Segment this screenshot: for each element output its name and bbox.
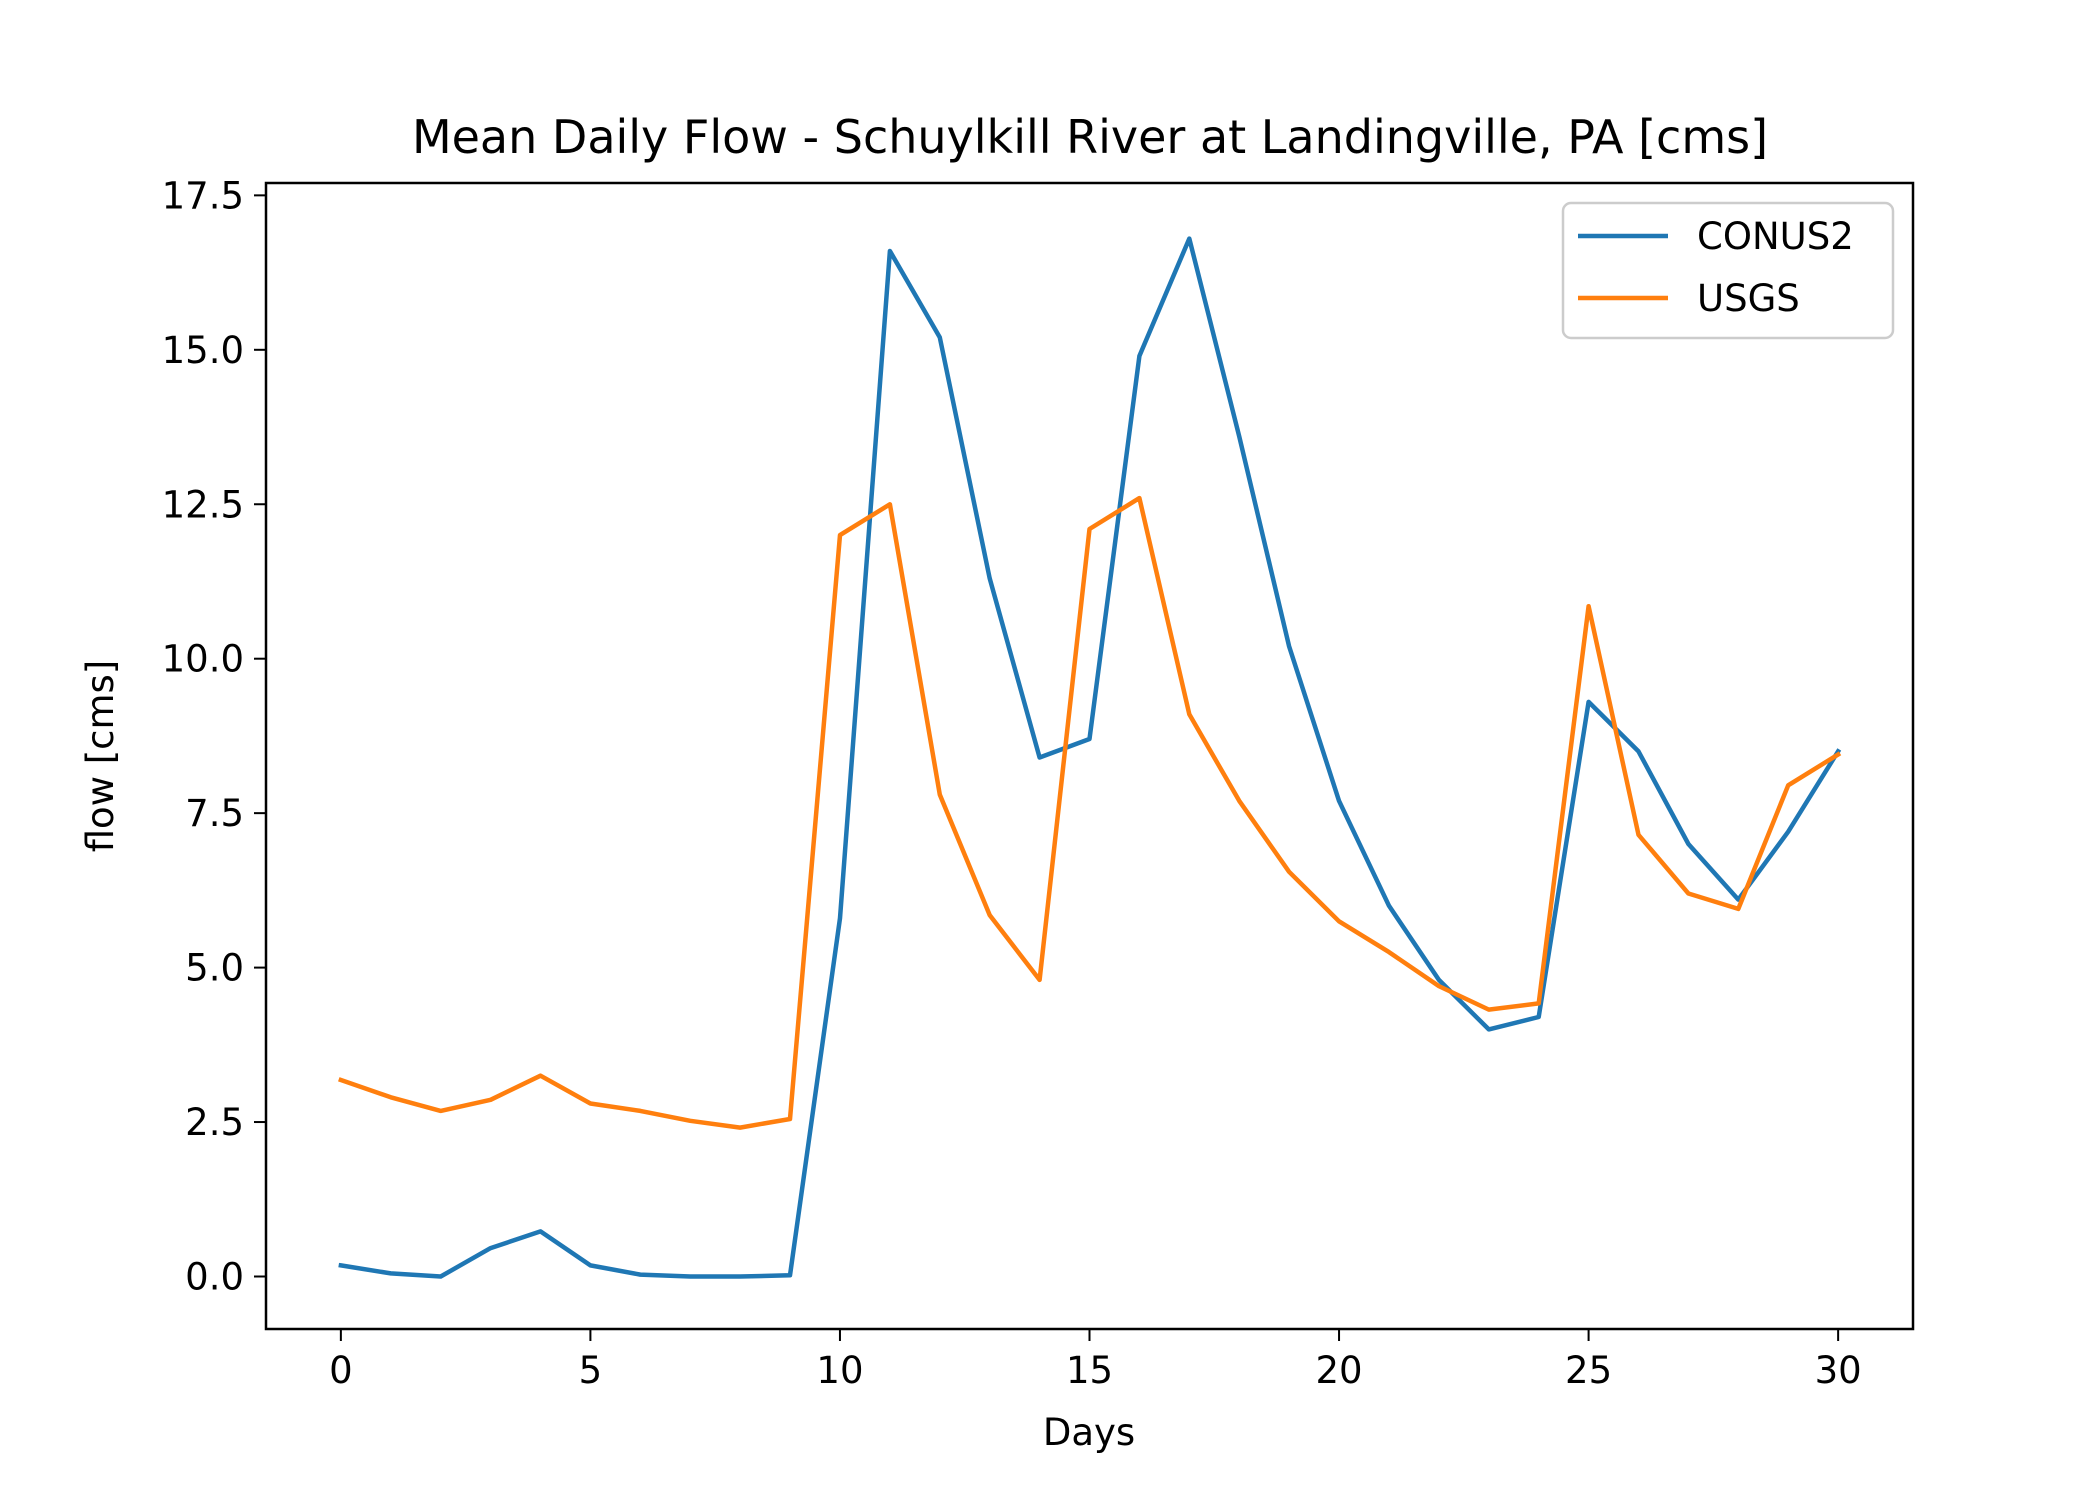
x-tick-label: 20 xyxy=(1315,1349,1362,1392)
y-tick-label: 10.0 xyxy=(162,638,244,681)
series-line-usgs xyxy=(338,495,1842,1130)
legend-label-usgs: USGS xyxy=(1697,277,1800,320)
chart-title: Mean Daily Flow - Schuylkill River at La… xyxy=(412,110,1768,164)
y-axis: 0.0 2.5 5.0 7.5 10.0 12.5 15.0 17.5 xyxy=(162,174,266,1298)
y-tick-label: 2.5 xyxy=(185,1101,244,1144)
y-tick-label: 12.5 xyxy=(162,483,244,526)
legend-label-conus2: CONUS2 xyxy=(1697,215,1854,258)
y-tick-label: 15.0 xyxy=(162,329,244,372)
x-tick-label: 5 xyxy=(579,1349,603,1392)
plot-frame xyxy=(264,181,1915,1331)
x-tick-label: 15 xyxy=(1066,1349,1113,1392)
series-line-conus2 xyxy=(338,236,1842,1279)
y-tick-label: 0.0 xyxy=(185,1255,244,1298)
x-axis-label: Days xyxy=(1043,1411,1135,1454)
y-tick-label: 5.0 xyxy=(185,947,244,990)
x-tick-label: 25 xyxy=(1565,1349,1612,1392)
x-tick-label: 10 xyxy=(816,1349,863,1392)
y-axis-label: flow [cms] xyxy=(79,660,122,853)
x-tick-label: 30 xyxy=(1815,1349,1862,1392)
plot-area: 0 5 10 15 20 25 30 0.0 2.5 5.0 7.5 10.0 12.5 15.0 17.… xyxy=(162,174,1915,1392)
series-layer xyxy=(338,236,1842,1279)
y-tick-label: 17.5 xyxy=(162,174,244,217)
y-tick-label: 7.5 xyxy=(185,792,244,835)
x-tick-label: 0 xyxy=(329,1349,353,1392)
legend: CONUS2 USGS xyxy=(1561,201,1895,340)
x-axis: 0 5 10 15 20 25 30 xyxy=(329,1329,1862,1392)
